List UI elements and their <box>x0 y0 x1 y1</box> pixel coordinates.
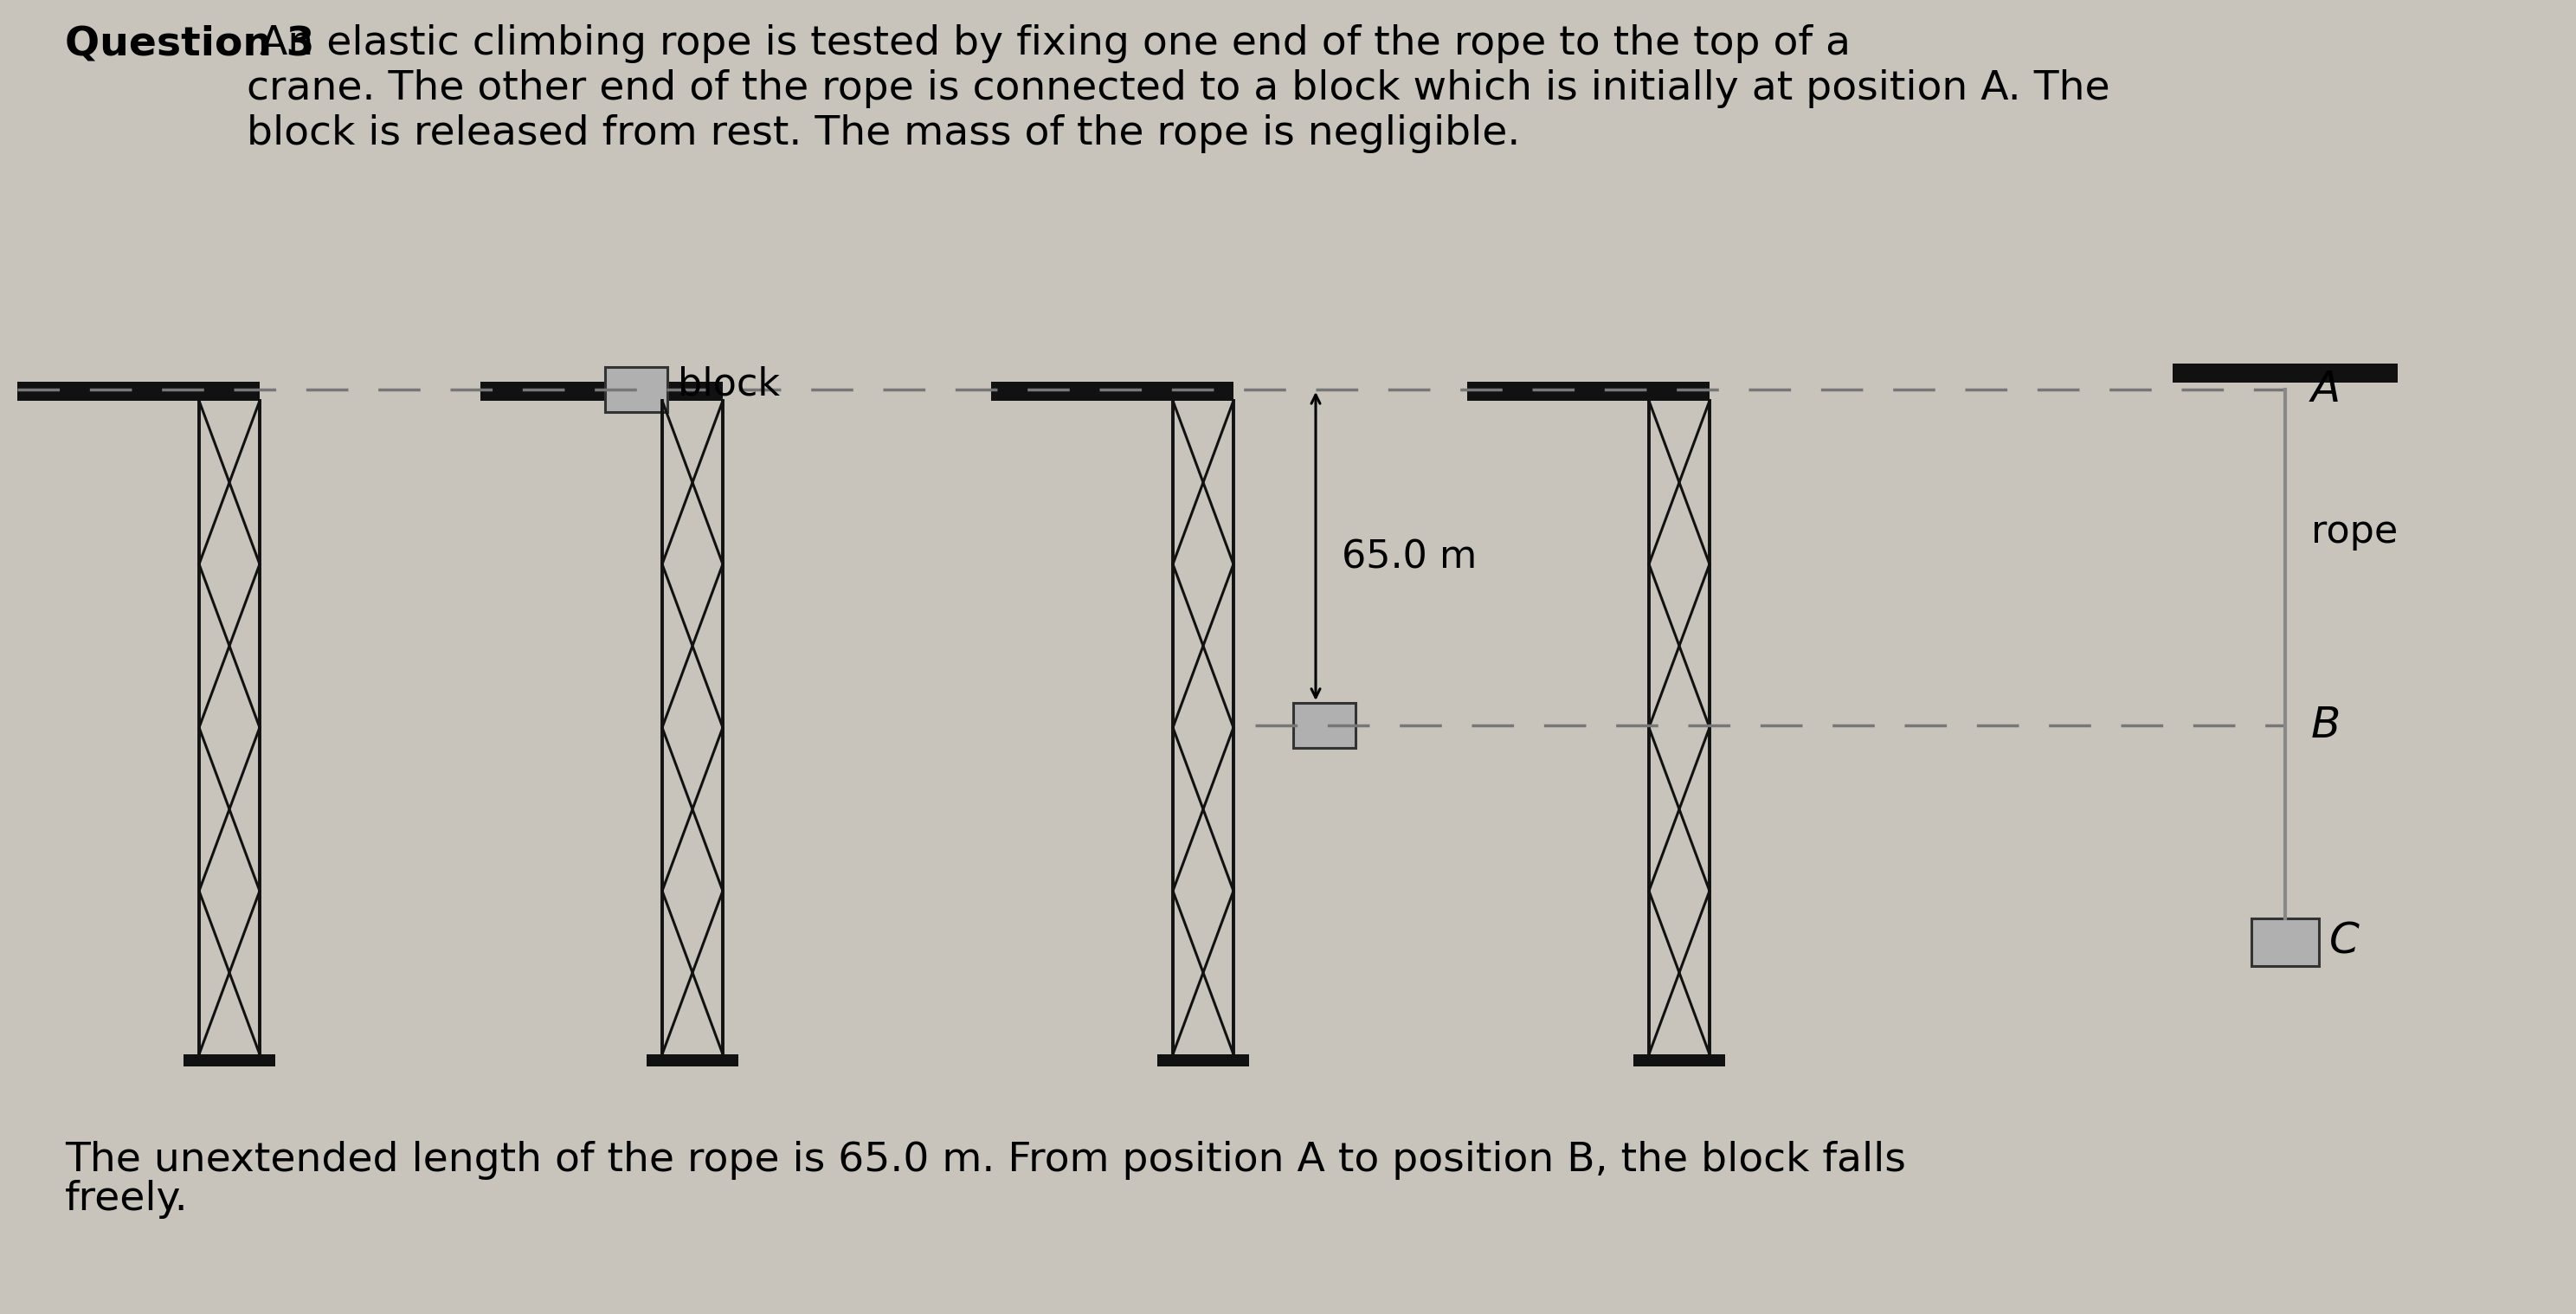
Text: C: C <box>2329 921 2360 963</box>
Text: block: block <box>677 365 781 403</box>
Bar <box>18 382 260 401</box>
Text: freely.: freely. <box>64 1180 188 1219</box>
Bar <box>2172 364 2398 382</box>
Text: Question 3: Question 3 <box>64 24 314 63</box>
Bar <box>1172 401 1234 1054</box>
Bar <box>1157 1054 1249 1067</box>
Bar <box>1649 401 1710 1054</box>
Bar <box>479 382 724 401</box>
Bar <box>1293 703 1355 748</box>
Text: The unextended length of the rope is 65.0 m. From position A to position B, the : The unextended length of the rope is 65.… <box>64 1141 1906 1180</box>
Text: 65.0 m: 65.0 m <box>1342 539 1476 576</box>
Bar <box>198 401 260 1054</box>
Bar <box>183 1054 276 1067</box>
Text: A: A <box>2311 369 2342 410</box>
Bar <box>1633 1054 1726 1067</box>
Bar <box>647 1054 739 1067</box>
Text: rope: rope <box>2311 512 2398 551</box>
Text: An elastic climbing rope is tested by fixing one end of the rope to the top of a: An elastic climbing rope is tested by fi… <box>247 24 2110 154</box>
Bar <box>992 382 1234 401</box>
Bar <box>605 367 667 413</box>
Bar <box>2251 918 2318 966</box>
Text: B: B <box>2311 704 2342 746</box>
Bar <box>1468 382 1710 401</box>
Bar <box>662 401 724 1054</box>
